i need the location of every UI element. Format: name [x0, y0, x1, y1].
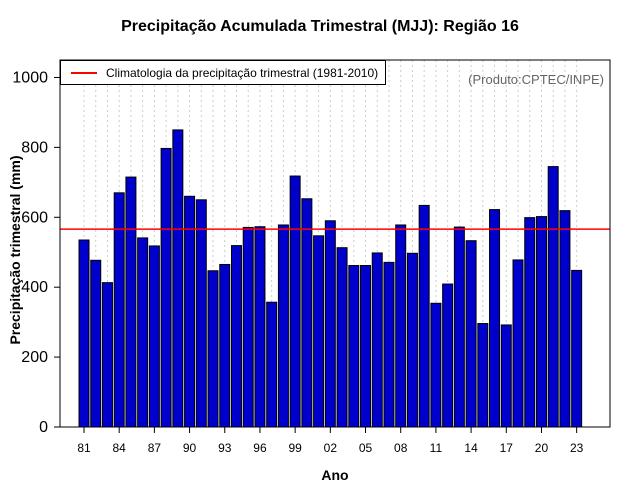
bar-81 — [78, 239, 90, 428]
x-tick-label: 02 — [324, 441, 338, 455]
chart-title: Precipitação Acumulada Trimestral (MJJ):… — [121, 18, 519, 35]
bar-82 — [90, 259, 102, 428]
legend-label: Climatologia da precipitação trimestral … — [106, 66, 379, 80]
bar-83 — [101, 282, 113, 428]
source-label: (Produto:CPTEC/INPE) — [468, 72, 604, 87]
axes: 0 200 400 600 800 1000 81 84 87 90 93 96 99 02 05 08 11 1… — [12, 59, 611, 455]
bar-22 — [559, 210, 571, 428]
x-tick-label: 81 — [77, 441, 91, 455]
bar-06 — [371, 252, 383, 428]
x-tick-label: 11 — [430, 441, 443, 455]
x-tick-label: 23 — [570, 441, 584, 455]
y-axis-label: Precipitação trimestral (mm) — [7, 155, 23, 345]
bar-01 — [313, 235, 325, 428]
y-tick-label: 1000 — [12, 69, 48, 86]
x-tick-label: 90 — [183, 441, 197, 455]
bar-88 — [160, 147, 172, 428]
bar-94 — [230, 245, 242, 428]
bar-98 — [277, 224, 289, 428]
x-tick-label: 05 — [359, 441, 373, 455]
x-tick-label: 14 — [464, 441, 478, 455]
bar-12 — [442, 283, 454, 428]
bar-23 — [571, 269, 583, 428]
bar-16 — [489, 209, 501, 428]
y-tick-label: 800 — [21, 139, 48, 156]
x-axis-label: Ano — [321, 467, 349, 483]
bar-02 — [324, 220, 336, 428]
bar-05 — [360, 265, 372, 428]
bar-15 — [477, 323, 489, 428]
bar-03 — [336, 247, 348, 428]
bar-86 — [137, 237, 149, 428]
bar-08 — [395, 224, 407, 428]
bar-92 — [207, 270, 219, 428]
bar-21 — [547, 166, 559, 428]
y-tick-label: 400 — [21, 279, 48, 296]
legend-line-swatch — [71, 72, 97, 74]
x-tick-label: 84 — [113, 441, 127, 455]
bar-19 — [524, 217, 536, 428]
x-tick-label: 87 — [148, 441, 162, 455]
x-tick-label: 20 — [535, 441, 549, 455]
x-tick-label: 08 — [394, 441, 408, 455]
bar-10 — [418, 204, 430, 428]
bar-91 — [195, 199, 207, 428]
x-tick-label: 93 — [218, 441, 232, 455]
y-tick-label: 200 — [21, 349, 48, 366]
bar-96 — [254, 226, 266, 428]
bar-09 — [406, 252, 418, 428]
bar-85 — [125, 176, 137, 428]
y-tick-label: 600 — [21, 209, 48, 226]
bar-97 — [266, 301, 278, 428]
bar-04 — [348, 265, 360, 428]
bar-07 — [383, 261, 395, 428]
legend: Climatologia da precipitação trimestral … — [60, 60, 386, 85]
bar-87 — [148, 245, 160, 428]
bar-11 — [430, 302, 442, 428]
bar-84 — [113, 192, 125, 428]
bar-90 — [184, 195, 196, 428]
bar-17 — [500, 324, 512, 428]
y-tick-label: 0 — [39, 419, 48, 436]
x-tick-label: 17 — [500, 441, 514, 455]
bar-20 — [535, 216, 547, 428]
bar-99 — [289, 175, 301, 428]
x-tick-label: 96 — [253, 441, 267, 455]
bar-00 — [301, 198, 313, 428]
bar-93 — [219, 263, 231, 428]
bars — [78, 129, 583, 428]
bar-18 — [512, 259, 524, 428]
bar-95 — [242, 226, 254, 428]
x-tick-label: 99 — [288, 441, 302, 455]
bar-14 — [465, 240, 477, 428]
bar-89 — [172, 129, 184, 428]
bar-13 — [453, 226, 465, 428]
